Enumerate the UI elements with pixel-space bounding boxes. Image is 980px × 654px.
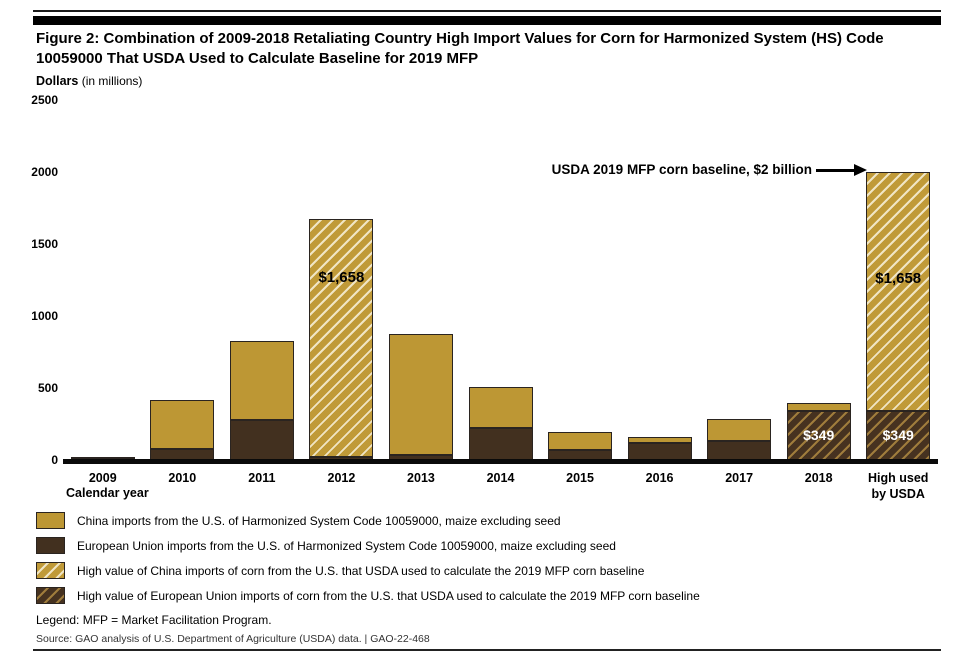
x-axis-line — [63, 459, 938, 464]
category-label-2014: 2014 — [486, 471, 515, 485]
y-tick-label-1000: 1000 — [31, 309, 58, 323]
category-label-2016: 2016 — [645, 471, 674, 485]
category-label-high: High used by USDA — [868, 471, 929, 501]
legend-label-eu_high: High value of European Union imports of … — [77, 588, 700, 603]
y-axis-unit-note: (in millions) — [81, 74, 143, 88]
legend-label-china_high: High value of China imports of corn from… — [77, 563, 645, 578]
legend-swatch-eu_high — [36, 587, 65, 604]
x-axis-title: Calendar year — [66, 486, 149, 500]
legend-row-china: China imports from the U.S. of Harmonize… — [36, 508, 946, 533]
bar-value-label-2012: $1,658 — [318, 269, 365, 287]
y-axis-unit-bold: Dollars — [36, 74, 79, 88]
legend-note: Legend: MFP = Market Facilitation Progra… — [36, 613, 272, 627]
y-tick-label-2500: 2500 — [31, 93, 58, 107]
y-axis-unit-label: Dollars (in millions) — [36, 74, 142, 88]
legend-swatch-china_high — [36, 562, 65, 579]
y-tick-label-1500: 1500 — [31, 237, 58, 251]
y-tick-label-2000: 2000 — [31, 165, 58, 179]
header-bar — [33, 16, 941, 25]
top-rule — [33, 10, 941, 12]
bar-segment-eu-2011 — [229, 419, 294, 461]
legend-swatch-eu — [36, 537, 65, 554]
category-label-2012: 2012 — [327, 471, 356, 485]
legend-row-eu: European Union imports from the U.S. of … — [36, 533, 946, 558]
category-label-2017: 2017 — [725, 471, 754, 485]
legend-label-china: China imports from the U.S. of Harmonize… — [77, 513, 561, 528]
chart-legend: China imports from the U.S. of Harmonize… — [36, 508, 946, 608]
category-label-2011: 2011 — [248, 471, 276, 485]
category-label-2015: 2015 — [566, 471, 594, 485]
bar-segment-eu-2014 — [468, 427, 533, 461]
bar-segment-china-2009 — [70, 456, 135, 459]
legend-row-eu_high: High value of European Union imports of … — [36, 583, 946, 608]
bar-segment-china-2015 — [548, 432, 613, 451]
y-tick-label-500: 500 — [37, 381, 58, 395]
annotation-arrow-head-icon — [854, 164, 867, 176]
bar-segment-china-2011 — [229, 340, 294, 420]
bar-segment-eu-2017 — [707, 440, 772, 461]
bar-segment-china_high-2012 — [309, 218, 374, 458]
bar-segment-china-2013 — [388, 334, 453, 455]
bar-segment-china_high-high — [866, 171, 931, 411]
category-label-2018: 2018 — [804, 471, 833, 485]
bottom-rule — [33, 649, 941, 651]
category-label-2009: 2009 — [88, 471, 117, 485]
bar-segment-eu_high-high — [866, 410, 931, 461]
category-label-2010: 2010 — [168, 471, 197, 485]
bar-value-label-high: $1,658 — [875, 270, 922, 288]
bar-segment-china-2017 — [707, 418, 772, 441]
category-label-2013: 2013 — [407, 471, 435, 485]
bar-segment-china-2014 — [468, 386, 533, 428]
legend-swatch-china — [36, 512, 65, 529]
bar-segment-china-2010 — [150, 399, 215, 450]
legend-label-eu: European Union imports from the U.S. of … — [77, 538, 616, 553]
bar-segment-china-2018 — [786, 402, 851, 411]
annotation-text: USDA 2019 MFP corn baseline, $2 billion — [551, 162, 812, 177]
legend-row-china_high: High value of China imports of corn from… — [36, 558, 946, 583]
bar-value-label-2018: $349 — [803, 426, 835, 443]
source-line: Source: GAO analysis of U.S. Department … — [36, 633, 430, 645]
bar-value-label-high: $349 — [882, 426, 914, 443]
annotation-arrow-line — [816, 169, 856, 172]
figure-title: Figure 2: Combination of 2009-2018 Retal… — [36, 30, 884, 67]
y-tick-label-0: 0 — [51, 453, 58, 467]
bar-segment-china-2016 — [627, 436, 692, 443]
